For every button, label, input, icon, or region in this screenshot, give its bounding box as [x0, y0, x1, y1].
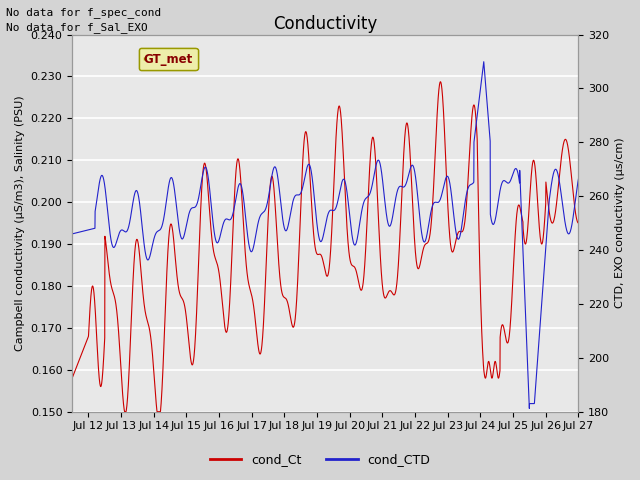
Y-axis label: CTD, EXO conductivity (μs/cm): CTD, EXO conductivity (μs/cm) — [615, 138, 625, 309]
Text: No data for f_Sal_EXO: No data for f_Sal_EXO — [6, 22, 148, 33]
Legend: cond_Ct, cond_CTD: cond_Ct, cond_CTD — [205, 448, 435, 471]
Y-axis label: Campbell conductivity (μS/m3), Salinity (PSU): Campbell conductivity (μS/m3), Salinity … — [15, 96, 25, 351]
Title: Conductivity: Conductivity — [273, 15, 378, 33]
Text: No data for f_spec_cond: No data for f_spec_cond — [6, 7, 162, 18]
Legend: GT_met: GT_met — [139, 48, 198, 71]
